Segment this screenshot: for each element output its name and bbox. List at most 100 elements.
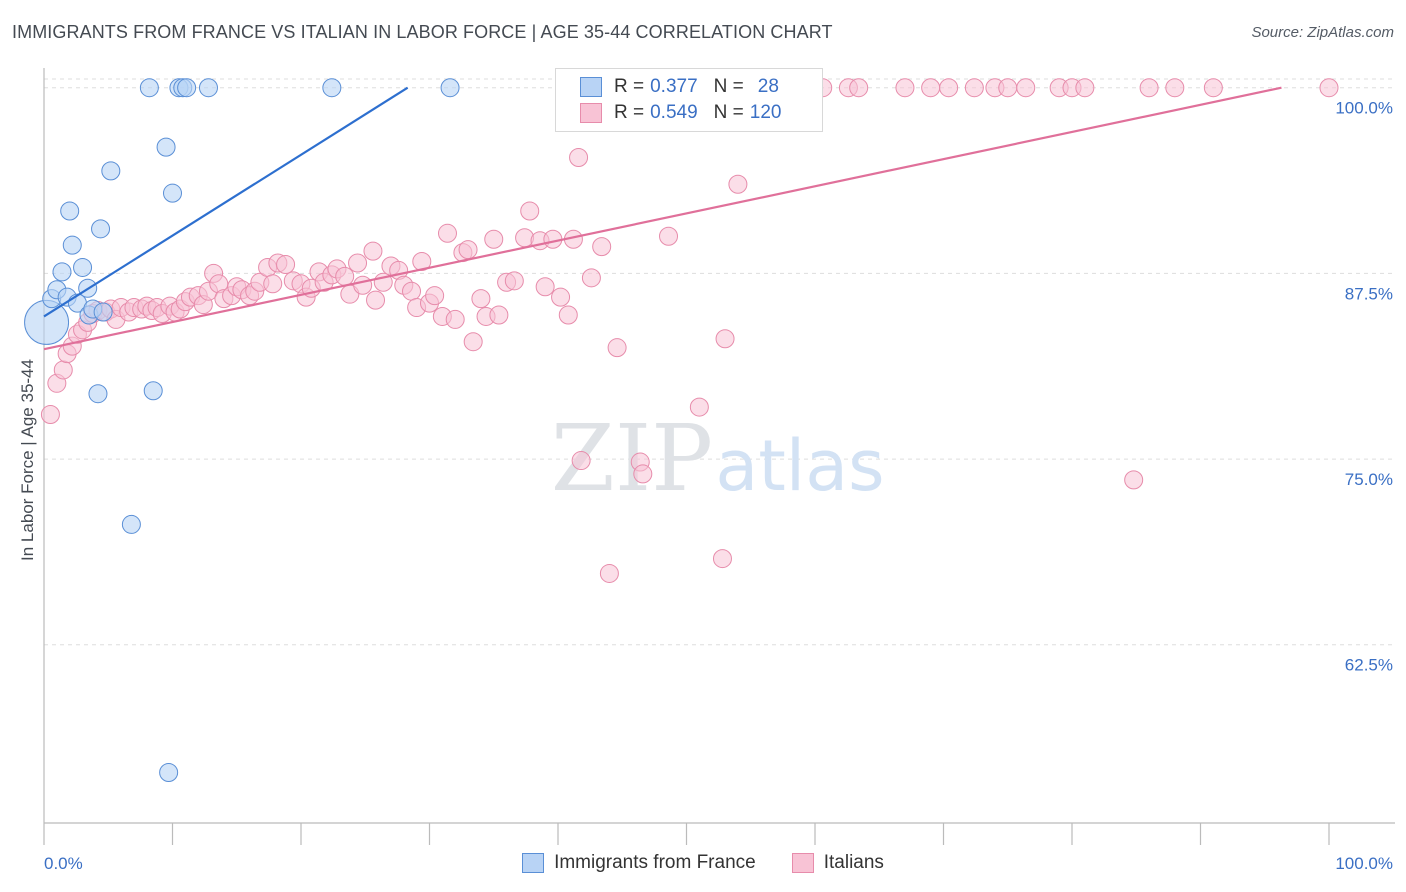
watermark: ZIP atlas — [551, 405, 885, 512]
legend-swatch-italian — [580, 103, 602, 123]
italian-point — [1319, 78, 1339, 98]
italian-point — [921, 78, 941, 98]
italian-point — [484, 229, 504, 249]
italian-point — [633, 464, 653, 484]
italian-point — [571, 451, 591, 471]
legend-r-label: R = — [614, 102, 645, 123]
france-points — [24, 78, 460, 782]
italian-point — [366, 290, 386, 310]
italian-point — [458, 240, 478, 260]
series-legend-france[interactable]: Immigrants from France — [522, 852, 756, 874]
italian-point — [939, 78, 959, 98]
legend-r-label: R = — [614, 76, 645, 97]
italian-point — [353, 275, 373, 295]
italian-point — [581, 268, 601, 288]
italian-point — [558, 305, 578, 325]
legend-n-label: N = — [713, 102, 744, 123]
legend-n-label: N = — [713, 76, 744, 97]
italian-point — [1124, 470, 1144, 490]
france-point — [91, 219, 111, 239]
france-point — [101, 161, 121, 181]
france-point — [121, 514, 141, 534]
france-point — [156, 137, 176, 157]
france-point — [143, 381, 163, 401]
italian-point — [437, 223, 457, 243]
italian-point — [1075, 78, 1095, 98]
trend-lines — [43, 86, 1282, 351]
legend-n-value-france: 28 — [757, 76, 779, 97]
series-name-italian: Italians — [823, 852, 884, 873]
italian-point — [849, 78, 869, 98]
italian-point — [659, 226, 679, 246]
france-point — [73, 257, 93, 277]
italian-point — [263, 274, 283, 294]
italian-point — [1165, 78, 1185, 98]
italian-point — [504, 271, 524, 291]
italian-point — [515, 228, 535, 248]
y-tick-label: 100.0% — [1335, 99, 1393, 118]
italian-point — [689, 397, 709, 417]
legend-r-value-france: 0.377 — [650, 76, 698, 97]
italian-point — [551, 287, 571, 307]
france-trend-line — [43, 86, 409, 318]
italian-point — [607, 338, 627, 358]
chart-title: IMMIGRANTS FROM FRANCE VS ITALIAN IN LAB… — [12, 22, 833, 42]
italian-point — [895, 78, 915, 98]
italian-point — [335, 266, 355, 286]
italian-point — [728, 174, 748, 194]
legend-r-value-italian: 0.549 — [650, 102, 698, 123]
france-point — [93, 302, 113, 322]
italian-point — [363, 241, 383, 261]
italian-point — [599, 563, 619, 583]
series-name-france: Immigrants from France — [554, 852, 756, 873]
series-swatch-france — [522, 853, 545, 873]
y-tick-label: 87.5% — [1345, 284, 1393, 303]
y-tick-label: 62.5% — [1345, 656, 1393, 675]
italian-point — [412, 252, 432, 272]
italian-point — [535, 277, 555, 297]
italian-point — [402, 281, 422, 301]
series-legend: Immigrants from France Italians — [0, 852, 1406, 874]
series-swatch-italian — [791, 853, 814, 873]
italian-point — [425, 286, 445, 306]
france-point — [60, 201, 80, 221]
italian-point — [1016, 78, 1036, 98]
france-point — [159, 762, 179, 782]
italian-point — [463, 332, 483, 352]
france-point — [440, 78, 460, 98]
source-credit: Source: ZipAtlas.com — [1251, 24, 1394, 41]
italian-point — [1139, 78, 1159, 98]
italian-trend-line — [43, 86, 1282, 351]
france-point — [88, 384, 108, 404]
italian-point — [445, 309, 465, 329]
italian-point — [40, 405, 60, 425]
series-legend-italian[interactable]: Italians — [791, 852, 884, 874]
stats-legend: R = 0.377 N = 28 R = 0.549 N = 120 — [555, 68, 823, 132]
france-point — [52, 262, 72, 282]
italian-point — [964, 78, 984, 98]
italian-points — [40, 78, 1339, 583]
legend-row-france: R = 0.377 N = 28 — [580, 74, 779, 100]
italian-point — [1203, 78, 1223, 98]
france-point — [177, 78, 197, 98]
france-point — [139, 78, 159, 98]
france-point — [198, 78, 218, 98]
legend-n-value-italian: 120 — [749, 102, 782, 123]
x-tick-label-min: 0.0% — [44, 854, 83, 873]
italian-point — [489, 305, 509, 325]
italian-point — [520, 201, 540, 221]
legend-row-italian: R = 0.549 N = 120 — [580, 100, 781, 126]
france-point — [24, 299, 70, 345]
france-point — [62, 235, 82, 255]
france-point — [322, 78, 342, 98]
watermark-atlas: atlas — [715, 425, 884, 507]
italian-point — [569, 148, 589, 168]
france-point — [163, 183, 182, 203]
italian-point — [471, 289, 491, 309]
italian-point — [592, 237, 612, 257]
legend-swatch-france — [580, 77, 602, 97]
tick-labels: 62.5% 75.0% 87.5% 100.0% 0.0% 100.0% — [44, 99, 1393, 873]
italian-point — [276, 254, 296, 274]
x-tick-label-max: 100.0% — [1335, 854, 1393, 873]
